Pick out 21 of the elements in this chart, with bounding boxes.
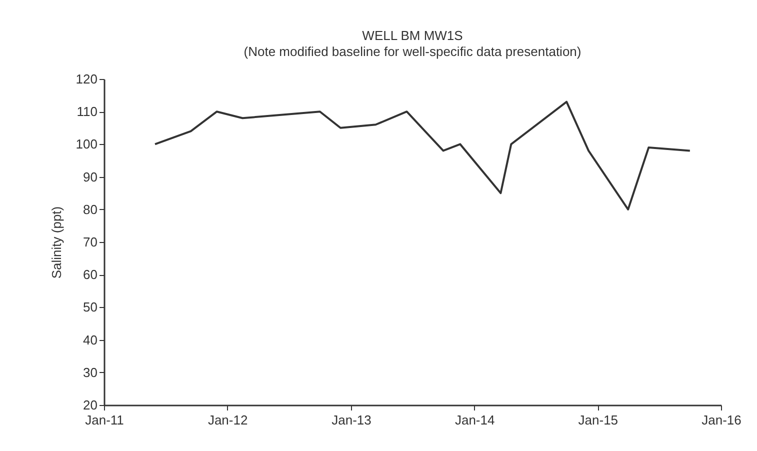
x-tick-label: Jan-15 — [578, 412, 618, 428]
x-tick-label: Jan-16 — [702, 412, 742, 428]
y-tick-label: 70 — [83, 234, 98, 250]
y-tick-label: 40 — [83, 332, 98, 348]
x-tick-label: Jan-12 — [208, 412, 248, 428]
y-tick-label: 110 — [76, 104, 98, 120]
y-tick-label: 100 — [76, 136, 98, 152]
line-series — [154, 100, 691, 210]
y-tick-label: 120 — [76, 72, 98, 86]
x-tick-label: Jan-13 — [332, 412, 372, 428]
y-tick-label: 50 — [83, 300, 98, 315]
chart-subtitle: (Note modified baseline for well-specific data presentation) — [244, 44, 582, 59]
x-tick-label: Jan-14 — [454, 412, 495, 428]
y-tick-label: 90 — [83, 169, 98, 184]
y-tick-label: 20 — [83, 398, 98, 412]
x-tick-label: Jan-11 — [85, 412, 124, 428]
chart-title: WELL BM MW1S — [362, 28, 464, 43]
y-tick-label: 60 — [83, 267, 98, 282]
y-axis-title: Salinity (ppt) — [48, 206, 64, 279]
y-tick-label: 30 — [83, 364, 98, 380]
y-tick-label: 80 — [83, 202, 98, 217]
